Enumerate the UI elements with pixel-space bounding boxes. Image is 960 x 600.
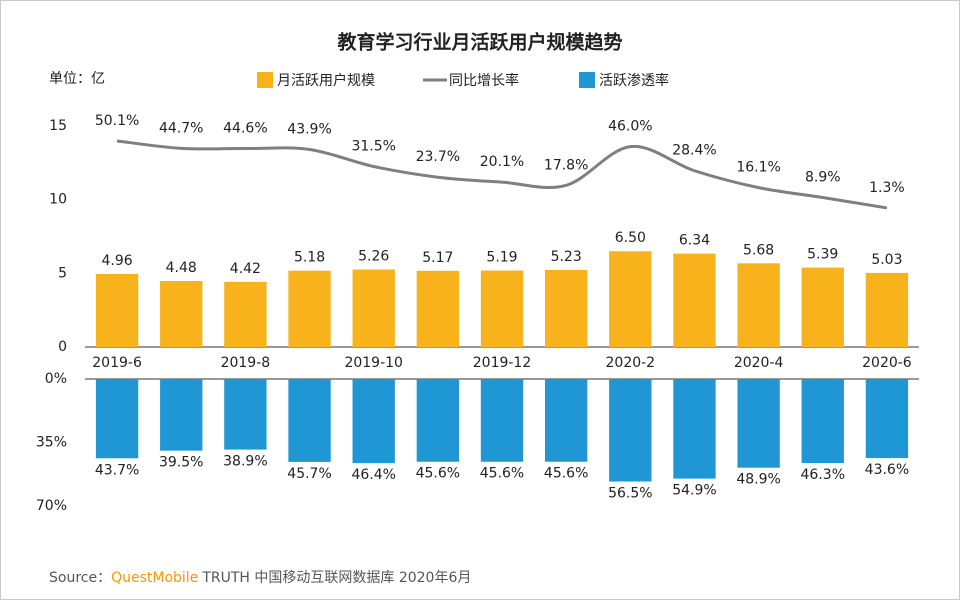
data-label: 45.6%: [544, 466, 588, 482]
data-label: 56.5%: [608, 486, 652, 502]
x-tick-label: 2019-6: [92, 355, 142, 371]
data-label: 5.68: [743, 242, 774, 258]
y-tick-label: 0%: [45, 371, 67, 387]
bar: [673, 253, 716, 347]
y-tick-label: 5: [58, 265, 67, 281]
bar: [352, 269, 395, 347]
legend-swatch: [257, 72, 273, 88]
bar: [288, 270, 331, 347]
legend-label: 活跃渗透率: [599, 72, 669, 89]
data-label: 8.9%: [805, 170, 841, 186]
bar: [160, 379, 203, 451]
bar: [544, 269, 588, 347]
y-tick-label: 0: [58, 339, 67, 355]
data-label: 1.3%: [869, 180, 905, 196]
data-label: 5.26: [358, 249, 389, 265]
legend-label: 月活跃用户规模: [277, 72, 375, 89]
bar: [416, 270, 460, 347]
data-label: 5.23: [551, 249, 582, 265]
bar: [673, 379, 716, 479]
bar: [288, 379, 331, 462]
source-text: TRUTH 中国移动互联网数据库 2020年6月: [201, 570, 471, 586]
bar: [160, 280, 203, 347]
x-tick-label: 2019-10: [344, 355, 403, 371]
bar: [737, 379, 780, 468]
data-label: 16.1%: [736, 160, 780, 176]
legend-swatch: [579, 72, 595, 88]
x-tick-label: 2019-8: [221, 355, 271, 371]
data-label: 23.7%: [416, 149, 460, 165]
data-label: 4.42: [230, 261, 261, 277]
data-label: 45.6%: [416, 466, 460, 482]
bar: [801, 267, 844, 347]
bar: [352, 379, 395, 464]
data-label: 20.1%: [480, 154, 524, 170]
data-label: 38.9%: [223, 454, 267, 470]
source: Source：QuestMobile TRUTH 中国移动互联网数据库 2020年…: [49, 570, 471, 586]
unit-label: 单位：亿: [49, 71, 105, 87]
y-tick-label: 15: [49, 118, 67, 134]
bar: [480, 270, 524, 347]
bar: [480, 379, 524, 462]
bar: [416, 379, 460, 462]
bar: [95, 273, 139, 347]
bar: [224, 379, 267, 450]
x-tick-label: 2019-12: [473, 355, 532, 371]
bar: [865, 379, 909, 459]
data-label: 4.48: [166, 260, 197, 276]
bar: [737, 263, 780, 347]
data-label: 43.7%: [95, 462, 139, 478]
data-label: 31.5%: [351, 138, 395, 154]
data-label: 46.4%: [351, 467, 395, 483]
data-label: 5.17: [422, 250, 453, 266]
data-label: 28.4%: [672, 143, 716, 159]
data-label: 6.34: [679, 233, 710, 249]
data-label: 5.19: [486, 250, 517, 266]
source-brand: QuestMobile: [111, 570, 198, 586]
data-label: 43.6%: [865, 462, 909, 478]
data-label: 45.6%: [480, 466, 524, 482]
bar: [609, 251, 652, 347]
data-label: 4.96: [101, 253, 132, 269]
data-label: 54.9%: [672, 483, 716, 499]
data-label: 5.39: [807, 247, 838, 263]
source-prefix: Source：: [49, 570, 111, 586]
data-label: 5.18: [294, 250, 325, 266]
data-label: 46.3%: [801, 467, 845, 483]
y-tick-label: 10: [49, 192, 67, 208]
bar: [95, 379, 139, 459]
data-label: 5.03: [871, 252, 902, 268]
y-tick-label: 70%: [36, 498, 67, 514]
data-label: 17.8%: [544, 157, 588, 173]
x-tick-label: 2020-4: [734, 355, 784, 371]
bar: [544, 379, 588, 462]
legend-label: 同比增长率: [449, 72, 519, 89]
bar: [224, 281, 267, 347]
x-tick-label: 2020-2: [606, 355, 656, 371]
data-label: 43.9%: [287, 121, 331, 137]
data-label: 46.0%: [608, 119, 652, 135]
data-label: 44.6%: [223, 121, 267, 137]
chart-title: 教育学习行业月活跃用户规模趋势: [337, 31, 622, 54]
data-label: 45.7%: [287, 466, 331, 482]
data-label: 39.5%: [159, 455, 203, 471]
bar: [801, 379, 844, 464]
bar: [609, 379, 652, 482]
data-label: 50.1%: [95, 113, 139, 129]
data-label: 6.50: [615, 230, 646, 246]
y-tick-label: 35%: [36, 435, 67, 451]
x-tick-label: 2020-6: [862, 355, 912, 371]
line: [116, 139, 888, 210]
data-label: 44.7%: [159, 120, 203, 136]
data-label: 48.9%: [736, 472, 780, 488]
bar: [865, 272, 909, 347]
